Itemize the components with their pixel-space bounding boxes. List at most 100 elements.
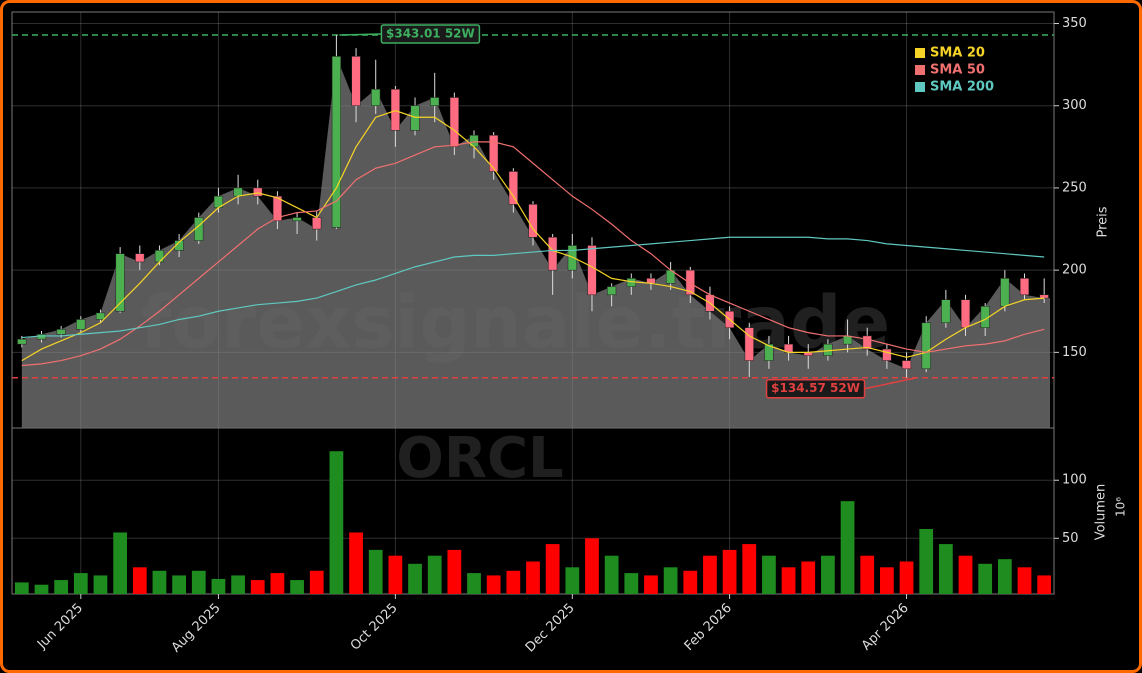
candle-body (56, 329, 66, 335)
candle-body (842, 335, 853, 345)
candle-body (95, 312, 106, 320)
y-tick-label: 100 (1062, 473, 1087, 488)
candle-body (508, 171, 518, 205)
annotation-label: $134.57 52W (771, 381, 860, 395)
volume-bar (938, 544, 953, 594)
candle-body (410, 105, 420, 131)
y-axis-label: Volumen (1094, 484, 1109, 541)
candle-body (882, 348, 892, 361)
candle-body (960, 299, 971, 328)
candle-body (607, 286, 617, 296)
volume-bar (565, 567, 580, 594)
annotation-arrow (864, 377, 917, 390)
volume-bar (152, 570, 167, 594)
candle-body (567, 245, 577, 271)
y-tick-label: 200 (1062, 263, 1087, 278)
sma-line (21, 141, 1045, 367)
candle-body (587, 245, 597, 296)
volume-bar (54, 580, 69, 594)
volume-bar (899, 561, 914, 594)
volume-bar (644, 575, 658, 594)
y-axis-label: Preis (1096, 206, 1111, 237)
legend-swatch (915, 82, 925, 92)
volume-bar (93, 575, 108, 594)
volume-bar (781, 567, 796, 594)
y-tick-label: 50 (1062, 531, 1079, 546)
watermark: ORCL (396, 426, 564, 491)
volume-bar (34, 584, 49, 594)
y-tick-label: 150 (1062, 345, 1087, 360)
volume-bar (231, 575, 245, 594)
volume-bar (447, 549, 462, 594)
candle-body (901, 360, 912, 370)
volume-bar (978, 563, 993, 594)
candle-body (685, 269, 695, 296)
volume-bar (585, 538, 599, 594)
volume-bar (73, 573, 88, 594)
candle-body (548, 237, 558, 271)
candle-body (1019, 278, 1030, 296)
annotation-box (765, 378, 866, 399)
volume-bar (1017, 567, 1032, 594)
volume-bar (113, 532, 128, 594)
volume-bar (349, 532, 363, 594)
volume-bar (191, 570, 206, 594)
candle-body (921, 322, 931, 370)
candle-body (253, 187, 263, 197)
volume-bar (290, 580, 304, 594)
volume-bar (762, 555, 776, 594)
volume-bar (742, 544, 757, 594)
volume-bar (703, 555, 717, 594)
volume-bar (211, 578, 226, 594)
candle-body (1039, 294, 1049, 299)
candle-body (17, 338, 27, 345)
volume-bar (722, 549, 737, 594)
candle-body (154, 250, 165, 263)
candle-body (292, 217, 302, 222)
candle-body (312, 217, 322, 230)
candle-body (351, 56, 361, 106)
y-tick-label: 350 (1062, 16, 1087, 31)
volume-bar (821, 555, 835, 594)
volume-bar (427, 555, 442, 594)
plot-layer: forexsignale.tradeORCL (12, 12, 1054, 594)
legend-label: SMA 200 (930, 80, 994, 95)
candle-body (489, 135, 499, 172)
volume-bar (506, 570, 521, 594)
candle-body (1000, 278, 1010, 307)
y-tick-label: 300 (1062, 98, 1087, 113)
volume-bar (1037, 575, 1052, 594)
volume-bar (526, 561, 540, 594)
volume-bar (880, 567, 894, 594)
volume-bar (368, 549, 383, 594)
candle-body (76, 319, 86, 330)
annotation-label: $343.01 52W (386, 27, 475, 41)
volume-bar (624, 573, 639, 594)
volume-bar (840, 501, 855, 594)
volume-bar (801, 561, 816, 594)
sma-line (21, 110, 1045, 362)
legend-label: SMA 20 (930, 46, 985, 61)
volume-bar (663, 567, 678, 594)
volume-bar (250, 580, 265, 594)
candle-body (331, 56, 341, 228)
candle-body (272, 195, 282, 222)
volume-bar (467, 573, 481, 594)
volume-bar (919, 528, 934, 594)
y-axis-unit: 10⁶ (1114, 497, 1128, 517)
candle-body (941, 299, 951, 324)
legend-label: SMA 50 (930, 63, 985, 78)
volume-bar (958, 555, 973, 594)
volume-bar (683, 570, 698, 594)
legend-swatch (915, 65, 925, 75)
sma-line (21, 236, 1045, 339)
volume-bar (172, 575, 186, 594)
volume-bar (860, 555, 875, 594)
volume-bar (388, 555, 403, 594)
volume-bar (604, 555, 619, 594)
annotation-box (380, 24, 481, 44)
candle-body (469, 135, 479, 148)
volume-bar (408, 563, 422, 594)
y-tick-label: 250 (1062, 180, 1087, 195)
